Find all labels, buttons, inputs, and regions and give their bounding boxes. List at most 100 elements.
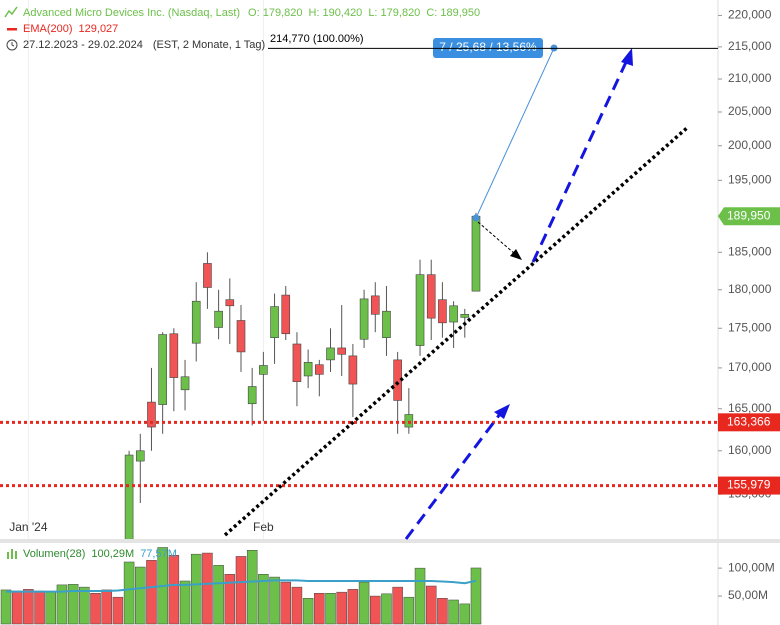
- y-tick-label: 170,000: [728, 360, 772, 374]
- volume-bar: [470, 567, 482, 625]
- volume-bar: [347, 589, 359, 625]
- candle-body: [359, 298, 369, 340]
- candle-body: [135, 450, 145, 462]
- level-box: [718, 413, 780, 432]
- candle-body: [471, 215, 481, 292]
- icon: [4, 6, 18, 18]
- y-tick-label: 175,000: [728, 320, 772, 334]
- candle-body: [315, 364, 324, 375]
- candle-body: [147, 401, 156, 428]
- level-label: 155,979: [727, 478, 771, 492]
- volume-bar: [280, 581, 291, 625]
- volume-bar: [403, 596, 415, 625]
- volume-bar: [11, 590, 23, 625]
- candle-body: [337, 347, 347, 355]
- volume-bar: [146, 560, 157, 625]
- volume-bar: [79, 586, 90, 625]
- candle-body: [124, 454, 134, 539]
- y-tick-label: 185,000: [728, 244, 772, 258]
- volume-bar: [414, 567, 426, 625]
- target-label: 214,770 (100.00%): [270, 33, 364, 45]
- candle-body: [270, 306, 279, 338]
- volume-bar: [224, 574, 236, 625]
- volume-bar: [448, 599, 459, 625]
- volume-bar: [67, 584, 79, 625]
- candle-body: [326, 347, 335, 361]
- candle-body: [348, 355, 358, 385]
- y-tick-label: 50,00M: [728, 588, 768, 602]
- axes: 155,000160,000165,000170,000175,000180,0…: [9, 8, 780, 602]
- volume-bar: [45, 591, 57, 625]
- candle-body: [281, 294, 291, 335]
- icon: [15, 551, 17, 559]
- y-tick-label: 220,000: [728, 8, 772, 22]
- candle-body: [382, 310, 391, 338]
- volume-bar: [425, 585, 437, 625]
- volume-bar: [302, 598, 314, 625]
- y-tick-label: 100,00M: [728, 560, 775, 574]
- y-tick-label: 165,000: [728, 401, 772, 415]
- volume-bar: [336, 591, 347, 625]
- volume-bar: [123, 561, 135, 625]
- arrow: [404, 413, 502, 540]
- volume-bar: [459, 603, 471, 625]
- volume-bar: [179, 580, 191, 625]
- volume-bar: [358, 581, 370, 625]
- legend: Advanced Micro Devices Inc. (Nasdaq, Las…: [4, 6, 480, 560]
- candle-body: [191, 300, 201, 344]
- y-tick-label: 195,000: [728, 173, 772, 187]
- candle-body: [247, 386, 257, 405]
- icon: [7, 552, 9, 559]
- candle-body: [292, 343, 302, 382]
- candle-body: [169, 333, 179, 378]
- candle-body: [180, 376, 190, 391]
- volume-bar: [0, 589, 12, 625]
- volume-panel: [0, 547, 482, 625]
- last-price-label: 189,950: [727, 208, 771, 222]
- x-tick-label: Feb: [253, 520, 274, 534]
- y-tick-label: 160,000: [728, 443, 772, 457]
- y-tick-label: 210,000: [728, 71, 772, 85]
- volume-bar: [202, 552, 213, 625]
- volume-bar: [190, 553, 202, 625]
- panel-separator: [0, 539, 780, 543]
- trend-line: [223, 125, 690, 537]
- icon: [11, 549, 13, 559]
- range: 27.12.2023 - 29.02.2024 (EST, 2 Monate, 1…: [23, 39, 265, 51]
- volume-bar: [213, 565, 224, 625]
- volume-bar: [235, 556, 247, 625]
- volume-bar: [168, 555, 180, 625]
- candle-body: [225, 299, 235, 307]
- x-tick-label: Jan '24: [9, 520, 48, 534]
- candle-body: [236, 320, 246, 353]
- volume-bar: [314, 593, 325, 625]
- volume-bar: [101, 589, 112, 625]
- icon: [7, 28, 17, 31]
- arrow: [531, 59, 629, 263]
- candle-body: [438, 299, 447, 324]
- drawings: 7 / 25,68 / 13,56% 214,770 (100.00%): [223, 33, 718, 540]
- candle-body: [203, 263, 212, 288]
- measure-label: 7 / 25,68 / 13,56%: [439, 40, 537, 54]
- volume-bar: [325, 593, 336, 625]
- volume-bar: [269, 576, 280, 625]
- volume-bar: [135, 566, 146, 625]
- icon: [11, 42, 15, 47]
- candle-body: [370, 295, 380, 315]
- volume-bar: [23, 589, 34, 625]
- arrow-head: [510, 249, 522, 260]
- volume-bar: [437, 598, 448, 625]
- price-panel: [0, 0, 718, 539]
- y-tick-label: 200,000: [728, 138, 772, 152]
- volume-bar: [34, 590, 45, 625]
- candle-body: [303, 361, 313, 377]
- volume-bar: [381, 593, 392, 625]
- y-tick-label: 180,000: [728, 282, 772, 296]
- measure-line: [475, 47, 555, 219]
- candle-body: [404, 414, 414, 428]
- arrow: [477, 221, 516, 255]
- candle-body: [426, 274, 436, 319]
- volume-legend: Volumen(28) 100,29M 77,57M: [23, 548, 177, 560]
